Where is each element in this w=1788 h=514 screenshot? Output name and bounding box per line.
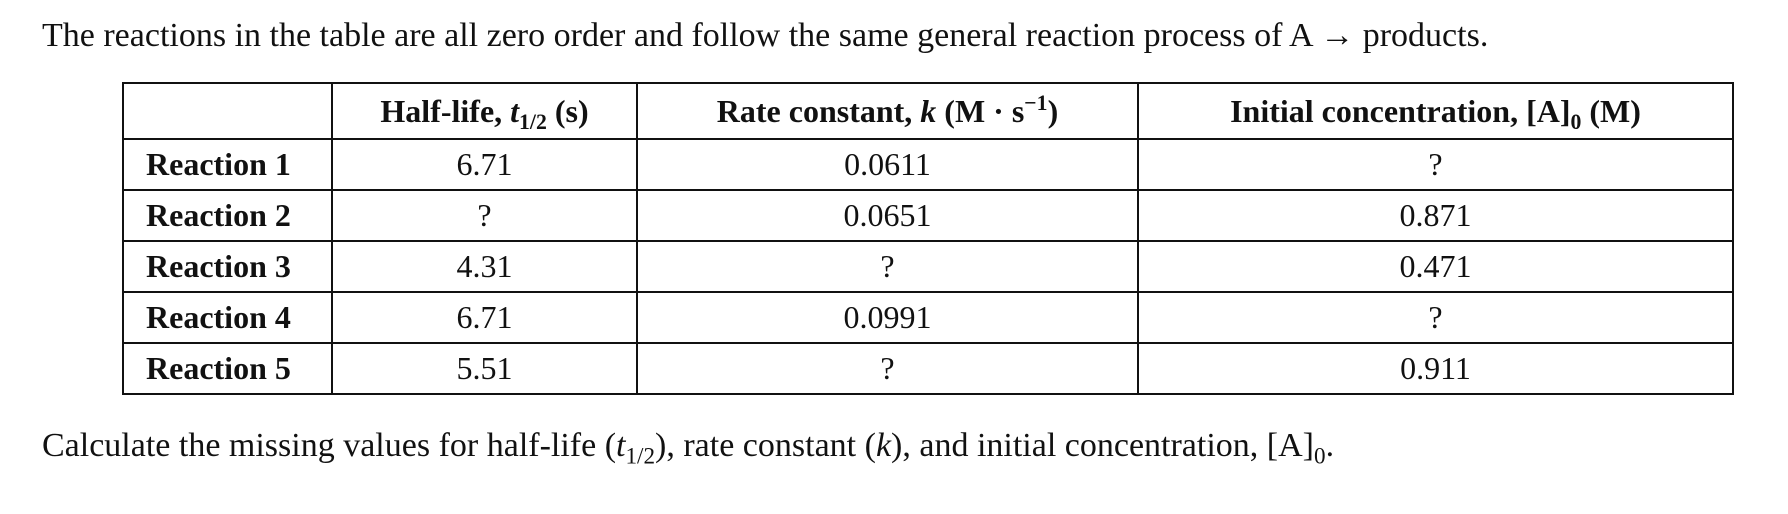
problem-statement-text: The reactions in the table are all zero …	[42, 17, 1489, 54]
reaction-data-table: Half-life, t1/2 (s) Rate constant, k (M …	[122, 82, 1734, 395]
row-label: Reaction 5	[122, 342, 333, 395]
cell-half-life: 6.71	[331, 138, 638, 191]
header-half-life: Half-life, t1/2 (s)	[331, 82, 638, 140]
row-label: Reaction 4	[122, 291, 333, 344]
table-row: Reaction 1 6.71 0.0611 ?	[122, 138, 1734, 191]
row-label: Reaction 1	[122, 138, 333, 191]
problem-statement: The reactions in the table are all zero …	[42, 14, 1488, 58]
header-initial-concentration: Initial concentration, [A]0 (M)	[1137, 82, 1734, 140]
cell-half-life: ?	[331, 189, 638, 242]
cell-half-life: 6.71	[331, 291, 638, 344]
cell-rate-constant: 0.0651	[636, 189, 1139, 242]
table-row: Reaction 3 4.31 ? 0.471	[122, 240, 1734, 293]
cell-rate-constant: 0.0991	[636, 291, 1139, 344]
cell-initial-concentration: 0.871	[1137, 189, 1734, 242]
header-rate-constant: Rate constant, k (M · s−1)	[636, 82, 1139, 140]
table-row: Reaction 2 ? 0.0651 0.871	[122, 189, 1734, 242]
cell-rate-constant: ?	[636, 240, 1139, 293]
table-row: Reaction 5 5.51 ? 0.911	[122, 342, 1734, 395]
cell-rate-constant: 0.0611	[636, 138, 1139, 191]
instruction-text: Calculate the missing values for half-li…	[42, 427, 1335, 470]
cell-initial-concentration: ?	[1137, 138, 1734, 191]
row-label: Reaction 3	[122, 240, 333, 293]
cell-half-life: 4.31	[331, 240, 638, 293]
table-header-row: Half-life, t1/2 (s) Rate constant, k (M …	[122, 82, 1734, 140]
cell-initial-concentration: ?	[1137, 291, 1734, 344]
cell-rate-constant: ?	[636, 342, 1139, 395]
header-blank	[122, 82, 333, 140]
cell-initial-concentration: 0.911	[1137, 342, 1734, 395]
table-row: Reaction 4 6.71 0.0991 ?	[122, 291, 1734, 344]
cell-initial-concentration: 0.471	[1137, 240, 1734, 293]
cell-half-life: 5.51	[331, 342, 638, 395]
row-label: Reaction 2	[122, 189, 333, 242]
